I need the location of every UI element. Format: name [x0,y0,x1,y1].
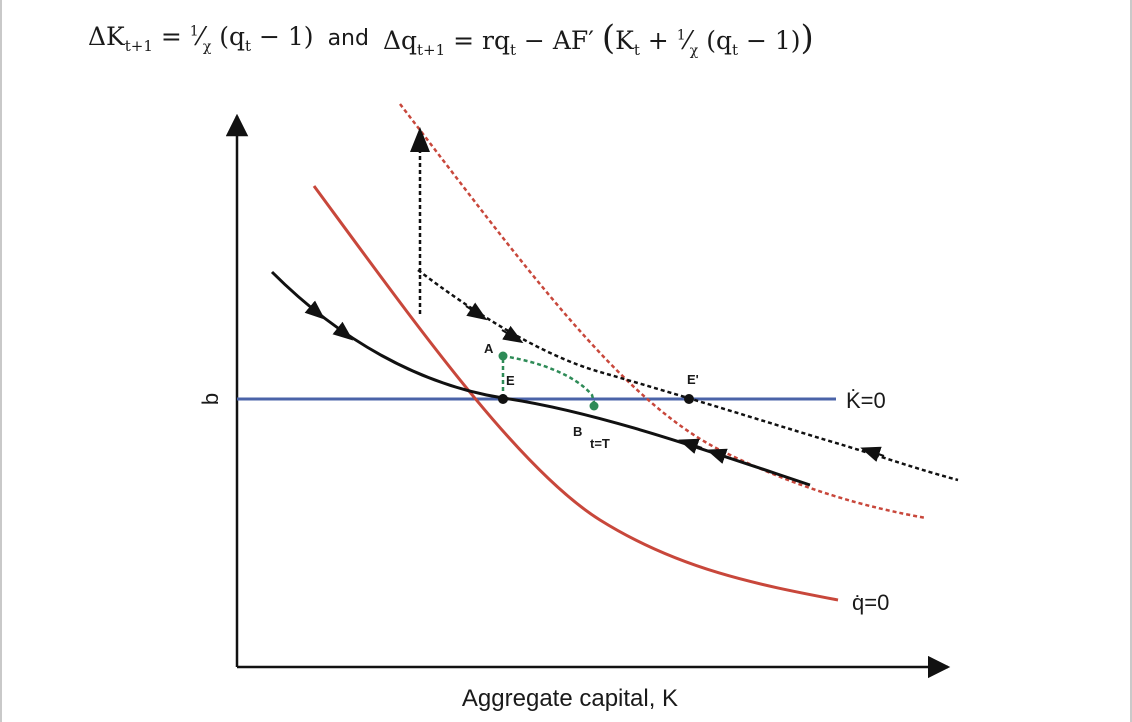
new-saddle-path [417,269,959,482]
point-b-marker [589,401,599,411]
dynamics-equation: ΔKt+1 = 1⁄χ (qt − 1) and Δqt+1 = rqt − A… [88,6,1068,70]
point-a-marker [498,351,508,361]
shifted-q-dot-zero-curve [399,103,927,520]
saddle-arrow-3 [706,448,731,464]
new-saddle-arrow-2 [501,325,524,344]
time-t-label: t=T [590,436,610,451]
point-e-marker [498,394,508,404]
q-dynamics-equation: Δqt+1 = rqt − AF′ (Kt + 1⁄χ (qt − 1)) [382,17,814,59]
saddle-arrow-2 [329,321,354,341]
capital-dynamics-equation: ΔKt+1 = 1⁄χ (qt − 1) [88,21,314,55]
q-dot-zero-label: q̇=0 [852,590,889,615]
y-axis-label: q [201,393,226,405]
x-axis-label: Aggregate capital, K [462,685,678,712]
q-dot-zero-curve [312,185,839,602]
new-saddle-arrow-3 [860,446,885,462]
saddle-path [270,270,811,487]
point-e-prime-label: E' [687,372,699,387]
saddle-arrow-1 [301,299,326,320]
point-e-label: E [506,373,515,388]
equation-connector: and [327,25,369,51]
point-b-label: B [573,424,582,439]
k-dot-zero-label: K̇=0 [846,388,886,413]
new-saddle-arrow-1 [465,302,488,321]
point-e-prime-marker [684,394,694,404]
saddle-arrow-4 [678,438,703,454]
point-a-label: A [484,341,494,356]
